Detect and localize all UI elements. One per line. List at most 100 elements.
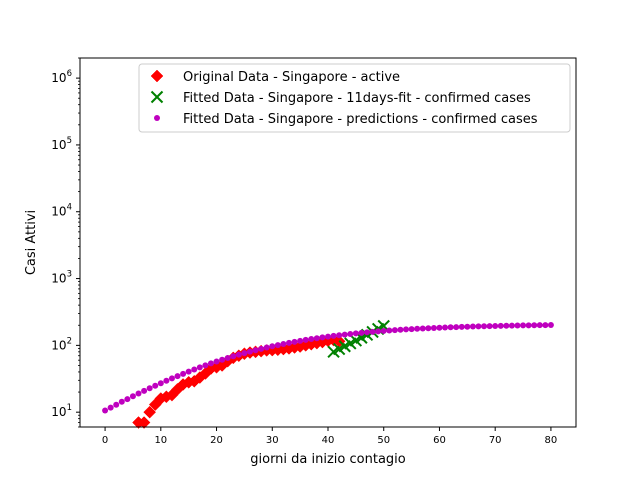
prediction-data-point [352, 330, 359, 337]
prediction-data-point [235, 351, 242, 358]
prediction-data-point [419, 325, 426, 332]
y-tick-label: 105 [51, 136, 72, 152]
prediction-data-point [174, 373, 181, 380]
prediction-data-point [486, 323, 493, 330]
x-tick-label: 70 [489, 435, 502, 446]
prediction-data-point [308, 336, 315, 343]
prediction-data-point [152, 382, 159, 389]
prediction-data-point [508, 322, 515, 329]
legend-box [138, 63, 571, 133]
prediction-data-point [280, 340, 287, 347]
legend-item: Fitted Data - Singapore - predictions - … [154, 112, 538, 127]
prediction-data-point [531, 322, 538, 329]
prediction-data-point [274, 342, 281, 349]
prediction-data-point [191, 366, 198, 373]
prediction-data-point [520, 322, 527, 329]
prediction-data-point [364, 329, 371, 336]
prediction-data-point [391, 327, 398, 334]
active-data-point [143, 405, 157, 419]
prediction-data-point [464, 323, 471, 330]
y-tick-exponent: 1 [67, 403, 72, 413]
x-tick-label: 50 [377, 435, 390, 446]
prediction-data-point [157, 380, 164, 387]
prediction-data-point [219, 356, 226, 363]
prediction-data-point [202, 362, 209, 369]
prediction-data-point [408, 326, 415, 333]
prediction-data-point [492, 322, 499, 329]
prediction-data-point [514, 322, 521, 329]
prediction-data-point [230, 353, 237, 360]
prediction-data-point [330, 332, 337, 339]
legend-marker [150, 90, 164, 104]
x-tick-label: 30 [266, 435, 279, 446]
y-tick-exponent: 3 [67, 270, 72, 280]
y-tick-base: 10 [51, 205, 66, 219]
y-tick-base: 10 [51, 338, 66, 352]
prediction-data-point [313, 335, 320, 342]
y-tick-exponent: 6 [67, 69, 72, 79]
prediction-data-point [269, 343, 276, 350]
prediction-data-point [141, 387, 148, 394]
x-tick-label: 60 [433, 435, 446, 446]
prediction-data-point [285, 339, 292, 346]
prediction-data-point [341, 331, 348, 338]
legend: Original Data - Singapore - active Fitted… [138, 63, 571, 133]
x-tick-label: 10 [154, 435, 167, 446]
prediction-data-point [430, 324, 437, 331]
prediction-data-point [497, 322, 504, 329]
prediction-data-point [369, 328, 376, 335]
prediction-data-point [503, 322, 510, 329]
prediction-data-point [453, 324, 460, 331]
prediction-data-point [129, 393, 136, 400]
prediction-data-point [475, 323, 482, 330]
legend-item: Original Data - Singapore - active [150, 69, 400, 85]
prediction-data-point [180, 370, 187, 377]
prediction-data-point [442, 324, 449, 331]
prediction-data-point [319, 334, 326, 341]
prediction-data-point [397, 326, 404, 333]
prediction-data-point [302, 336, 309, 343]
prediction-data-point [107, 404, 114, 411]
prediction-data-point [547, 322, 554, 329]
legend-label: Fitted Data - Singapore - 11days-fit - c… [183, 91, 531, 106]
prediction-data-point [263, 344, 270, 351]
prediction-data-point [168, 375, 175, 382]
prediction-data-point [536, 322, 543, 329]
prediction-data-point [525, 322, 532, 329]
y-tick-label: 106 [51, 69, 72, 85]
legend-marker [150, 69, 164, 83]
series-3 [102, 322, 554, 414]
y-tick-label: 104 [51, 203, 72, 219]
prediction-data-point [436, 324, 443, 331]
prediction-data-point [347, 330, 354, 337]
y-axis-label: Casi Attivi [24, 210, 39, 275]
prediction-data-point [386, 327, 393, 334]
prediction-data-point [113, 401, 120, 408]
prediction-data-point [124, 396, 131, 403]
legend-marker-stroke [150, 90, 164, 104]
y-tick-base: 10 [51, 138, 66, 152]
y-tick-base: 10 [51, 71, 66, 85]
prediction-data-point [375, 328, 382, 335]
prediction-data-point [258, 345, 265, 352]
prediction-data-point [425, 325, 432, 332]
x-tick-label: 80 [545, 435, 558, 446]
x-axis-label: giorni da inizio contagio [250, 452, 406, 467]
series-layer [102, 319, 554, 429]
y-tick-exponent: 4 [67, 203, 72, 213]
y-tick-base: 10 [51, 405, 66, 419]
x-tick-label: 40 [322, 435, 335, 446]
prediction-data-point [358, 329, 365, 336]
prediction-data-point [542, 322, 549, 329]
prediction-data-point [135, 390, 142, 397]
prediction-data-point [325, 333, 331, 340]
prediction-data-point [246, 348, 253, 355]
y-tick-exponent: 5 [67, 136, 72, 146]
prediction-data-point [207, 360, 214, 367]
legend-label: Original Data - Singapore - active [183, 70, 400, 85]
y-tick-label: 101 [51, 403, 72, 419]
prediction-data-point [447, 324, 454, 331]
x-tick-label: 20 [210, 435, 223, 446]
prediction-data-point [403, 326, 410, 333]
